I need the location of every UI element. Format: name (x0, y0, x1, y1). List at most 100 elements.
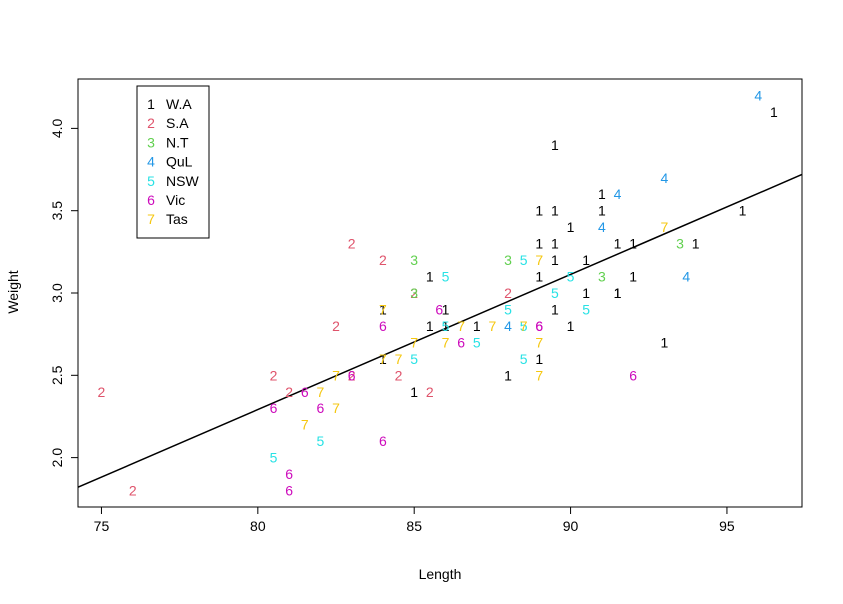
data-point: 1 (692, 236, 700, 252)
data-point: 5 (520, 351, 528, 367)
data-point: 7 (457, 318, 465, 334)
legend-symbol: 6 (147, 192, 155, 208)
data-point: 1 (410, 384, 418, 400)
data-point: 6 (435, 301, 443, 317)
data-point: 4 (660, 170, 668, 186)
data-point: 5 (473, 334, 481, 350)
data-point: 7 (332, 400, 340, 416)
data-point: 2 (348, 236, 356, 252)
x-tick-label: 85 (406, 518, 422, 534)
data-point: 1 (614, 285, 622, 301)
y-tick-label: 2.5 (49, 365, 65, 385)
data-point: 1 (551, 301, 559, 317)
data-point: 1 (379, 301, 387, 317)
data-point: 7 (316, 384, 324, 400)
data-point: 7 (535, 252, 543, 268)
data-point: 5 (410, 351, 418, 367)
data-point: 5 (442, 318, 450, 334)
data-point: 1 (535, 351, 543, 367)
data-point: 2 (129, 483, 137, 499)
data-point: 1 (770, 104, 778, 120)
y-tick-label: 3.0 (49, 283, 65, 303)
data-point: 1 (629, 236, 637, 252)
data-point: 7 (332, 367, 340, 383)
data-point: 6 (535, 318, 543, 334)
data-point: 3 (598, 269, 606, 285)
data-point: 1 (660, 334, 668, 350)
data-point: 2 (395, 367, 403, 383)
data-point: 1 (473, 318, 481, 334)
legend-symbol: 2 (147, 115, 155, 131)
data-point: 5 (316, 433, 324, 449)
legend-symbol: 4 (147, 154, 155, 170)
legend-label: QuL (166, 154, 193, 170)
data-point: 6 (316, 400, 324, 416)
data-point: 4 (614, 186, 622, 202)
legend-label: NSW (166, 173, 199, 189)
data-point: 1 (535, 203, 543, 219)
data-point: 7 (520, 318, 528, 334)
data-point: 6 (457, 334, 465, 350)
data-point: 6 (285, 483, 293, 499)
data-point: 1 (629, 269, 637, 285)
data-point: 2 (285, 384, 293, 400)
data-point: 1 (551, 137, 559, 153)
data-point: 1 (535, 236, 543, 252)
data-point: 7 (379, 351, 387, 367)
data-point: 1 (598, 203, 606, 219)
x-axis-label: Length (419, 566, 462, 582)
legend-label: Tas (166, 211, 188, 227)
y-axis-label: Weight (5, 270, 21, 313)
data-point: 4 (504, 318, 512, 334)
data-point: 1 (442, 301, 450, 317)
data-point: 1 (535, 269, 543, 285)
data-point: 1 (567, 318, 575, 334)
x-tick-label: 80 (250, 518, 266, 534)
data-point: 2 (270, 367, 278, 383)
x-tick-label: 90 (563, 518, 579, 534)
data-point: 7 (410, 334, 418, 350)
data-point: 2 (379, 252, 387, 268)
data-point: 2 (410, 285, 418, 301)
data-point: 3 (410, 285, 418, 301)
data-point: 6 (629, 367, 637, 383)
data-point: 6 (379, 433, 387, 449)
regression-line-group (77, 173, 803, 488)
data-point: 1 (739, 203, 747, 219)
data-point: 7 (301, 417, 309, 433)
data-point: 5 (520, 252, 528, 268)
regression-line (77, 173, 803, 488)
data-point: 1 (582, 285, 590, 301)
data-point: 2 (426, 384, 434, 400)
legend-symbol: 1 (147, 96, 155, 112)
data-point: 6 (535, 318, 543, 334)
data-point: 1 (551, 203, 559, 219)
data-point: 7 (379, 301, 387, 317)
x-axis: 75 80 85 90 95 (94, 506, 735, 534)
data-point: 7 (395, 351, 403, 367)
data-point: 6 (270, 400, 278, 416)
data-point: 5 (520, 318, 528, 334)
data-point: 1 (582, 252, 590, 268)
legend-label: Vic (166, 192, 185, 208)
data-point: 5 (270, 450, 278, 466)
data-point: 7 (488, 318, 496, 334)
data-point: 7 (660, 219, 668, 235)
y-tick-label: 4.0 (49, 118, 65, 138)
data-point: 1 (551, 236, 559, 252)
data-point: 4 (754, 87, 762, 103)
data-point: 7 (442, 334, 450, 350)
data-point: 3 (676, 236, 684, 252)
legend-label: W.A (166, 96, 192, 112)
data-point: 6 (285, 466, 293, 482)
data-point: 1 (426, 318, 434, 334)
legend-label: S.A (166, 115, 189, 131)
data-point: 7 (535, 367, 543, 383)
data-point: 1 (426, 269, 434, 285)
legend: 1 W.A 2 S.A 3 N.T 4 QuL 5 NSW 6 Vic 7 Tas (136, 85, 210, 239)
y-tick-label: 3.5 (49, 201, 65, 221)
data-point: 2 (504, 285, 512, 301)
y-tick-label: 2.0 (49, 448, 65, 468)
